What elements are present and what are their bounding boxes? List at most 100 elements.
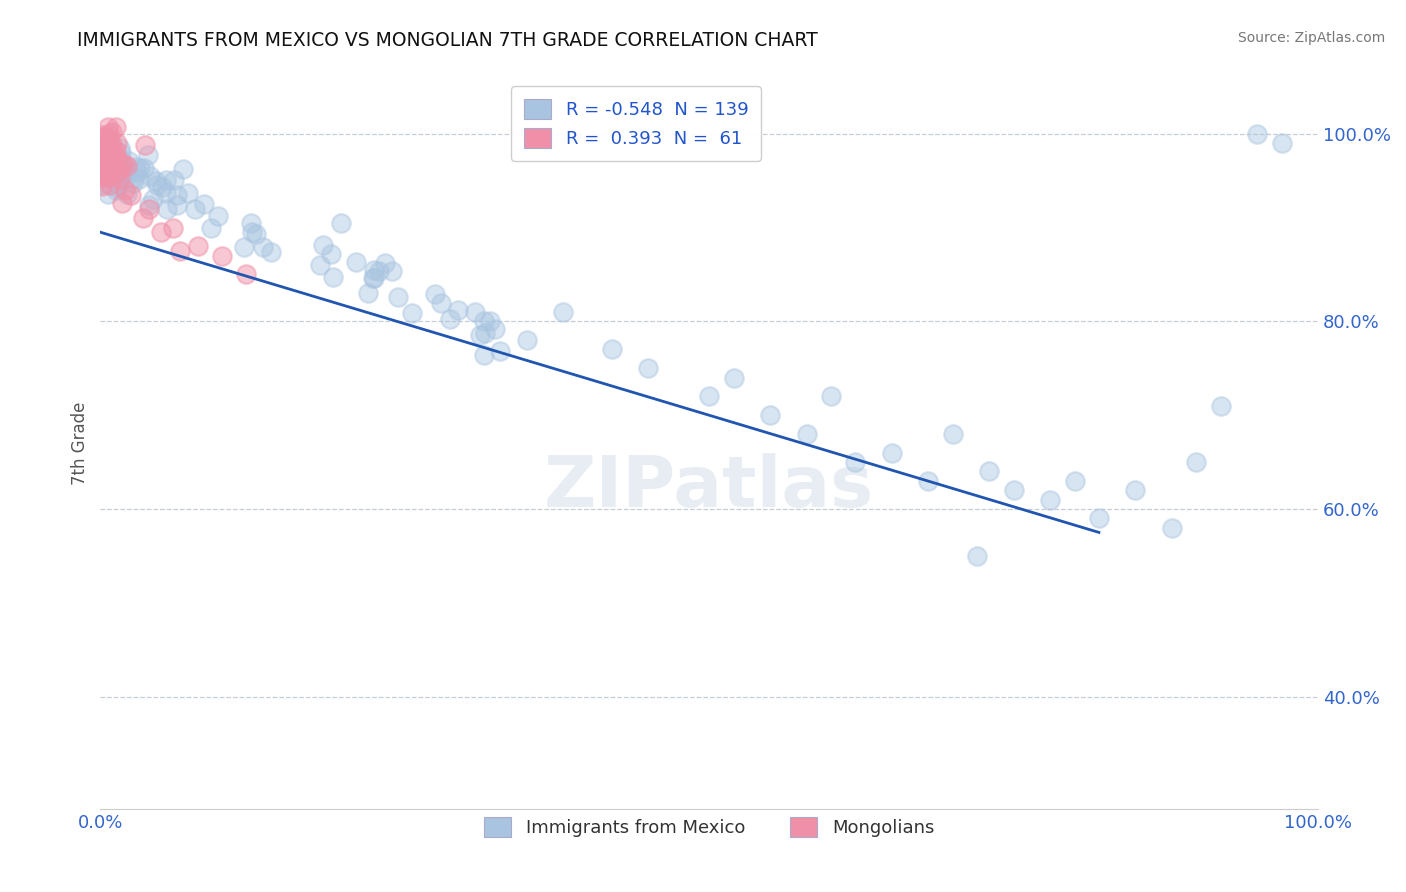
Point [134,161,156,175]
Point [105,136,128,150]
Point [1271,136,1294,150]
Point [844,455,866,469]
Point [101,145,124,159]
Point [105,163,128,178]
Point [97,120,120,135]
Point [104,151,127,165]
Point [110,157,132,171]
Point [344,254,367,268]
Point [1063,474,1085,488]
Point [177,186,200,200]
Point [90,134,112,148]
Point [374,255,396,269]
Point [107,164,129,178]
Point [472,347,495,361]
Point [96,156,118,170]
Point [128,161,150,175]
Point [96,154,118,169]
Point [93,143,115,157]
Point [94,142,117,156]
Point [105,164,128,178]
Point [105,180,128,194]
Point [111,195,134,210]
Point [98,148,121,162]
Point [363,271,385,285]
Text: IMMIGRANTS FROM MEXICO VS MONGOLIAN 7TH GRADE CORRELATION CHART: IMMIGRANTS FROM MEXICO VS MONGOLIAN 7TH … [77,31,818,50]
Point [93,129,115,144]
Point [94,157,117,171]
Point [759,408,782,422]
Point [172,162,194,177]
Point [132,211,155,226]
Point [114,163,136,178]
Point [93,138,115,153]
Point [439,312,461,326]
Point [96,132,118,146]
Point [723,370,745,384]
Point [880,445,903,459]
Point [162,220,184,235]
Point [150,180,173,194]
Point [138,202,160,216]
Point [637,361,659,376]
Point [240,215,263,229]
Point [1209,399,1232,413]
Point [107,175,129,189]
Point [97,164,120,178]
Point [468,327,491,342]
Point [90,167,112,181]
Point [110,152,132,166]
Point [1039,492,1062,507]
Point [136,148,159,162]
Point [97,158,120,172]
Point [115,160,138,174]
Point [401,306,423,320]
Point [91,146,114,161]
Point [97,153,120,168]
Point [942,426,965,441]
Point [90,152,112,166]
Point [163,173,186,187]
Point [474,326,496,341]
Point [97,161,120,176]
Point [1088,511,1111,525]
Point [966,549,988,563]
Point [96,160,118,174]
Point [110,163,132,178]
Point [90,170,112,185]
Point [100,158,122,172]
Point [90,164,112,178]
Point [104,164,127,178]
Point [93,164,115,178]
Point [150,225,173,239]
Point [90,147,112,161]
Point [98,149,121,163]
Point [122,177,145,191]
Point [100,166,122,180]
Point [101,125,124,139]
Point [90,160,112,174]
Point [1125,483,1147,498]
Point [381,263,404,277]
Point [142,192,165,206]
Point [90,152,112,166]
Point [96,154,118,169]
Point [1161,521,1184,535]
Point [114,183,136,197]
Point [98,143,121,157]
Point [489,343,512,358]
Y-axis label: 7th Grade: 7th Grade [72,401,89,485]
Point [97,147,120,161]
Point [464,304,486,318]
Point [94,145,117,160]
Point [105,169,128,183]
Point [90,168,112,182]
Point [90,168,112,182]
Point [105,120,128,135]
Point [103,160,125,174]
Point [260,244,283,259]
Point [387,290,409,304]
Text: ZIPatlas: ZIPatlas [544,453,875,522]
Point [91,150,114,164]
Point [101,155,124,169]
